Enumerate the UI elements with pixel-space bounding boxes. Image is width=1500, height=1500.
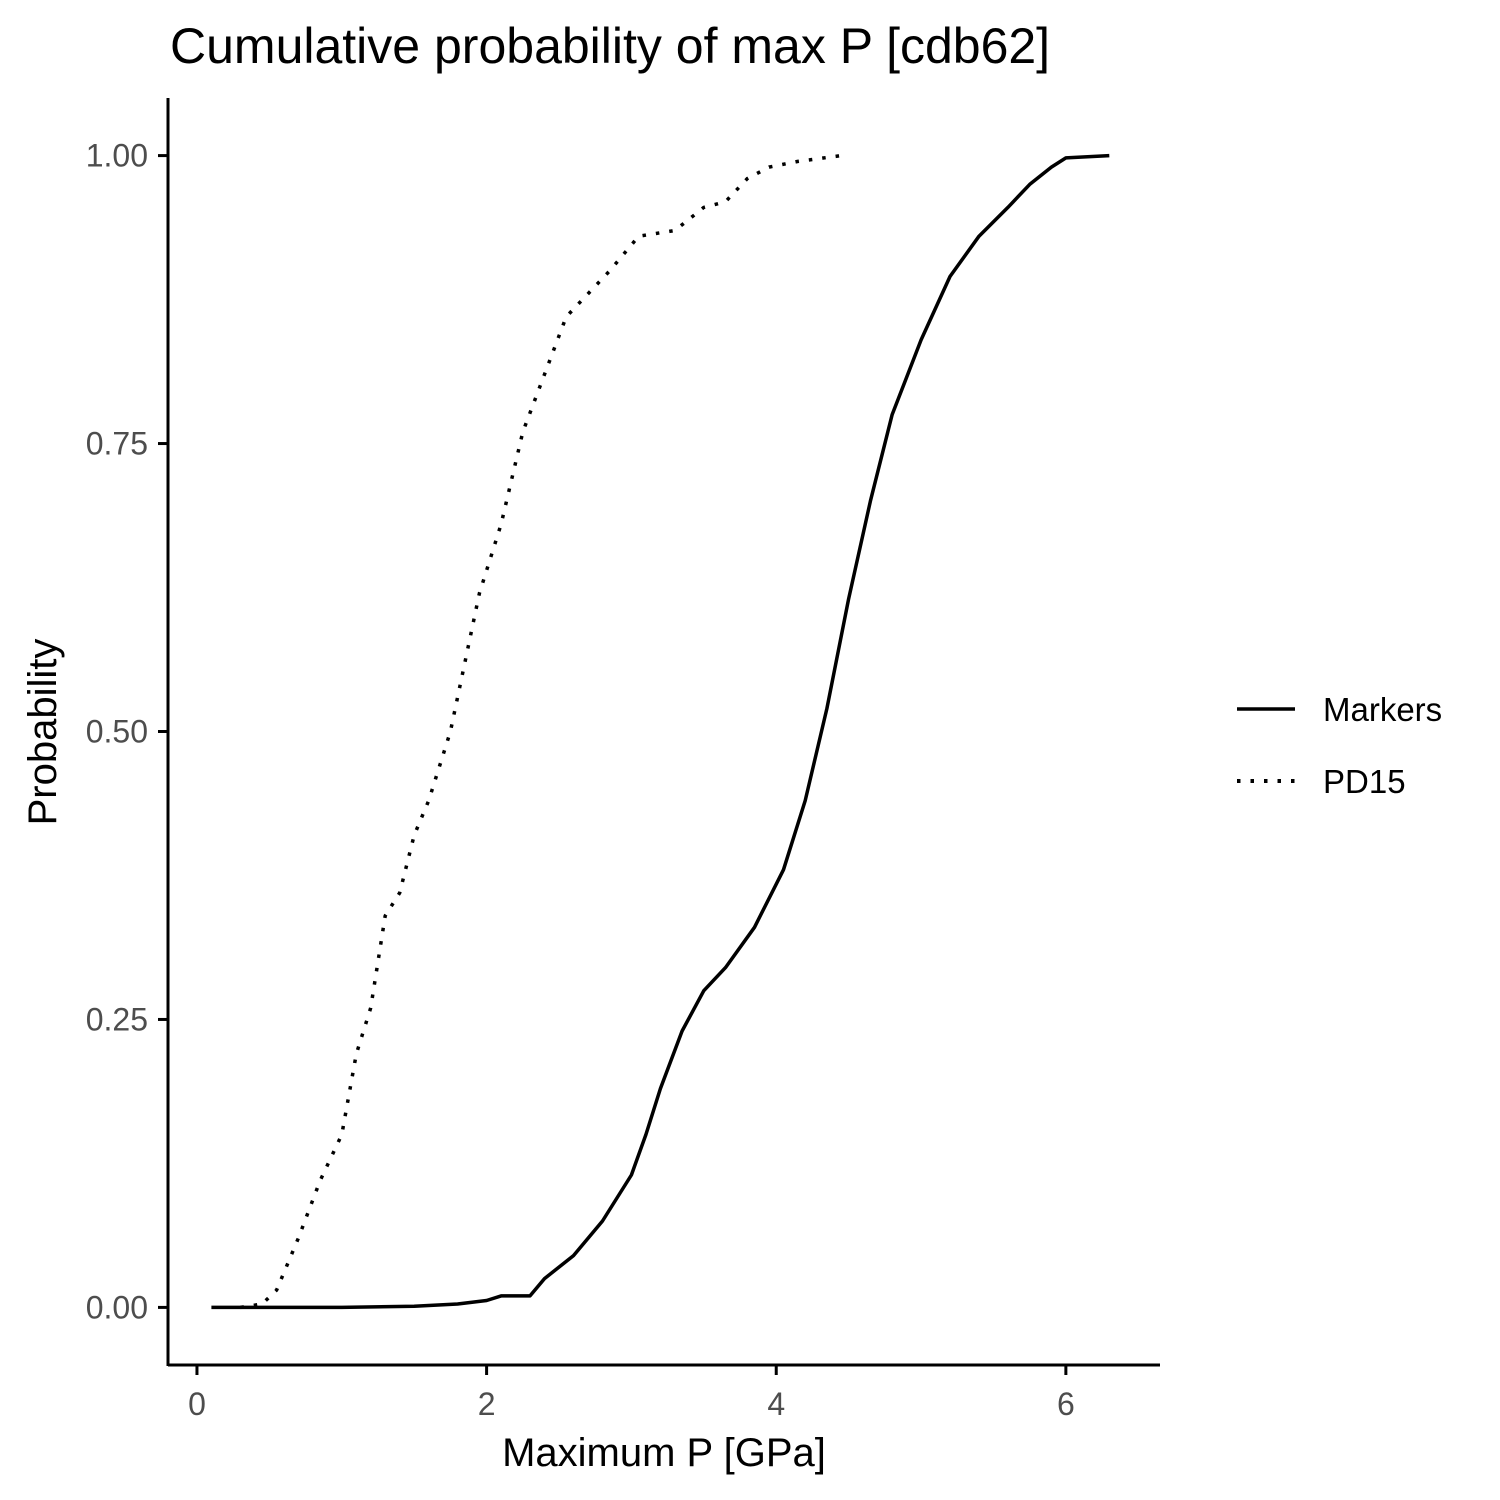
y-axis-ticks: 0.00 0.25 0.50 0.75 1.00 [86, 138, 168, 1325]
y-axis-title: Probability [21, 639, 65, 826]
legend: Markers PD15 [1237, 691, 1442, 800]
y-tick-label: 0.50 [86, 714, 148, 750]
series-line-pd15 [240, 153, 842, 1310]
legend-label-pd15: PD15 [1323, 763, 1406, 800]
chart-title: Cumulative probability of max P [cdb62] [170, 18, 1050, 74]
series-line-markers [211, 153, 1110, 1310]
y-tick-label: 0.00 [86, 1289, 148, 1325]
x-tick-label: 2 [478, 1386, 496, 1422]
series-layer [211, 153, 1110, 1310]
y-tick-label: 0.25 [86, 1001, 148, 1037]
x-tick-label: 6 [1057, 1386, 1075, 1422]
legend-label-markers: Markers [1323, 691, 1442, 728]
plot-area: 0 2 4 6 0.00 0.25 0.50 0.75 1.00 [86, 98, 1160, 1422]
x-tick-label: 4 [767, 1386, 785, 1422]
x-tick-label: 0 [188, 1386, 206, 1422]
y-tick-label: 0.75 [86, 426, 148, 462]
y-tick-label: 1.00 [86, 138, 148, 174]
x-axis-ticks: 0 2 4 6 [188, 1365, 1075, 1422]
x-axis-title: Maximum P [GPa] [502, 1431, 826, 1475]
